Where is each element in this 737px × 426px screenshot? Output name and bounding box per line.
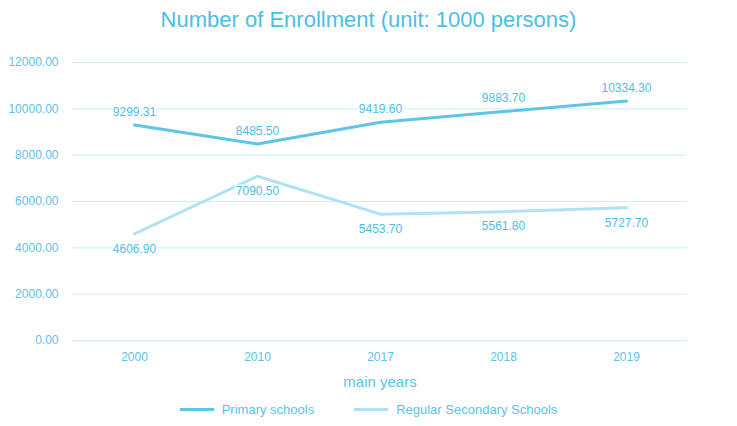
svg-text:main years: main years — [343, 373, 416, 390]
svg-text:9419.60: 9419.60 — [359, 102, 403, 116]
svg-text:10000.00: 10000.00 — [8, 102, 58, 116]
svg-text:5727.70: 5727.70 — [605, 216, 649, 230]
svg-text:2000.00: 2000.00 — [15, 287, 59, 301]
svg-text:12000.00: 12000.00 — [8, 55, 58, 69]
svg-text:2000: 2000 — [121, 350, 148, 364]
svg-text:8000.00: 8000.00 — [15, 148, 59, 162]
svg-text:9883.70: 9883.70 — [482, 91, 526, 105]
html-text:Number of Enrollment (unit: 10: Number of Enrollment (unit: 1000 persons… — [160, 7, 577, 32]
svg-text:5453.70: 5453.70 — [359, 222, 403, 236]
svg-text:8485.50: 8485.50 — [236, 124, 280, 138]
svg-text:4000.00: 4000.00 — [15, 241, 59, 255]
svg-text:7090.50: 7090.50 — [236, 184, 280, 198]
svg-text:5561.80: 5561.80 — [482, 219, 526, 233]
svg-text:2019: 2019 — [613, 350, 640, 364]
svg-text:0.00: 0.00 — [35, 333, 59, 347]
svg-text:4606.90: 4606.90 — [113, 242, 157, 256]
svg-text:10334.30: 10334.30 — [601, 81, 651, 95]
svg-text:2018: 2018 — [490, 350, 517, 364]
svg-text:6000.00: 6000.00 — [15, 194, 59, 208]
html-text:Regular Secondary Schools: Regular Secondary Schools — [396, 401, 558, 417]
svg-text:2017: 2017 — [367, 350, 394, 364]
html-text:Primary schools: Primary schools — [221, 401, 315, 417]
svg-text:9299.31: 9299.31 — [113, 105, 157, 119]
svg-text:2010: 2010 — [244, 350, 271, 364]
